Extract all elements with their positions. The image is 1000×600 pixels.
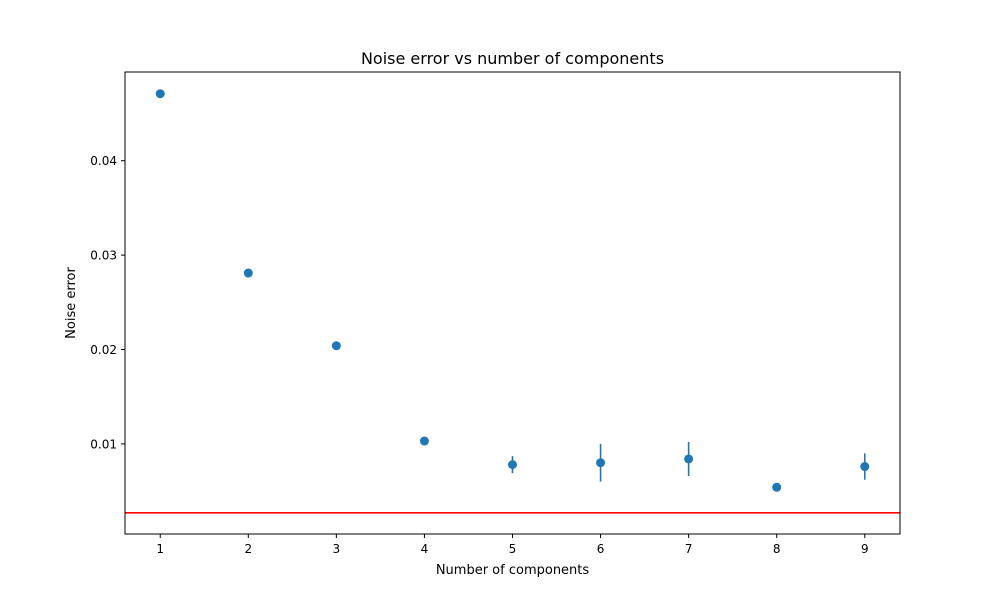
- data-point: [243, 268, 253, 278]
- data-point: [155, 89, 165, 99]
- data-point: [331, 341, 341, 351]
- y-tick-label: 0.02: [90, 343, 117, 357]
- x-tick-label: 6: [597, 542, 605, 556]
- y-tick-label: 0.03: [90, 249, 117, 263]
- plot-area: [125, 89, 900, 514]
- y-axis-ticks: 0.01 0.02 0.03 0.04: [90, 154, 125, 451]
- data-point: [772, 482, 782, 492]
- data-point: [508, 460, 517, 470]
- x-tick-label: 9: [861, 542, 869, 556]
- data-point: [684, 454, 694, 464]
- y-tick-label: 0.04: [90, 154, 117, 168]
- y-axis-label: Noise error: [64, 267, 79, 339]
- x-axis-ticks: 1 2 3 4 5 6 7 8 9: [156, 534, 869, 556]
- data-point: [419, 436, 429, 446]
- x-tick-label: 3: [333, 542, 341, 556]
- x-tick-label: 7: [685, 542, 693, 556]
- chart-title: Noise error vs number of components: [361, 49, 664, 68]
- x-tick-label: 5: [509, 542, 517, 556]
- x-tick-label: 1: [156, 542, 164, 556]
- x-tick-label: 2: [244, 542, 252, 556]
- x-axis-label: Number of components: [436, 563, 590, 578]
- data-point: [860, 462, 870, 472]
- x-tick-label: 4: [421, 542, 429, 556]
- y-tick-label: 0.01: [90, 437, 117, 451]
- x-tick-label: 8: [773, 542, 781, 556]
- data-point: [596, 458, 606, 468]
